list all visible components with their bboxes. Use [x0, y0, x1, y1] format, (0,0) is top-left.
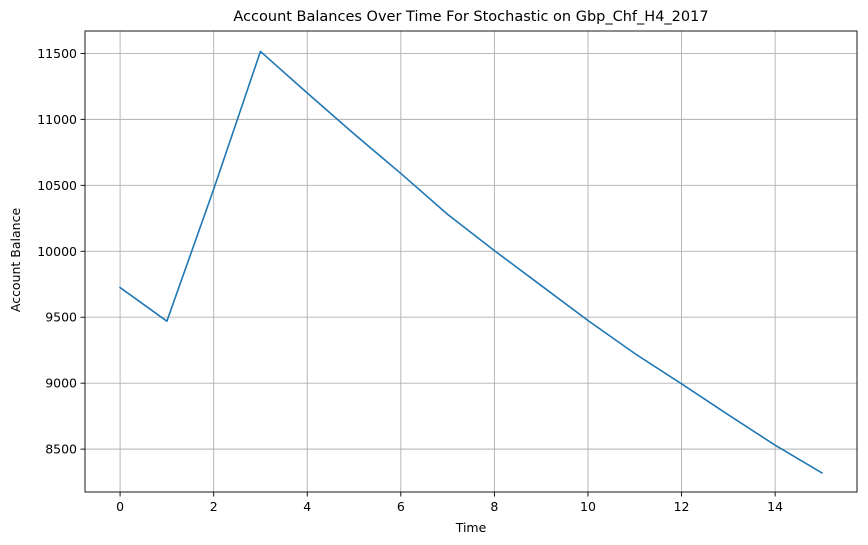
y-tick-label: 10000 — [37, 244, 77, 259]
y-tick-label: 11000 — [37, 112, 77, 127]
chart-title: Account Balances Over Time For Stochasti… — [233, 9, 708, 25]
x-tick-label: 6 — [397, 499, 405, 514]
series-line — [118, 50, 824, 474]
grid-lines — [85, 31, 857, 492]
plot-area-frame — [84, 30, 858, 493]
x-tick-label: 4 — [303, 499, 311, 514]
x-tick-label: 0 — [116, 499, 124, 514]
y-tick-label: 11500 — [37, 46, 77, 61]
y-tick-label: 8500 — [45, 442, 77, 457]
x-axis-label: Time — [455, 520, 487, 535]
y-tick-label: 9500 — [45, 310, 77, 325]
series-layer — [118, 50, 824, 474]
y-tick-label: 9000 — [45, 376, 77, 391]
y-tick-label: 10500 — [37, 178, 77, 193]
x-tick-label: 10 — [580, 499, 596, 514]
y-axis-label: Account Balance — [8, 208, 23, 313]
axis-ticks: 0 2 4 6 8 10 12 14 8500 9000 9500 10000 10500 11000 11… — [37, 46, 783, 514]
x-tick-label: 2 — [210, 499, 218, 514]
x-tick-label: 12 — [674, 499, 690, 514]
x-tick-label: 8 — [490, 499, 498, 514]
x-tick-label: 14 — [767, 499, 783, 514]
